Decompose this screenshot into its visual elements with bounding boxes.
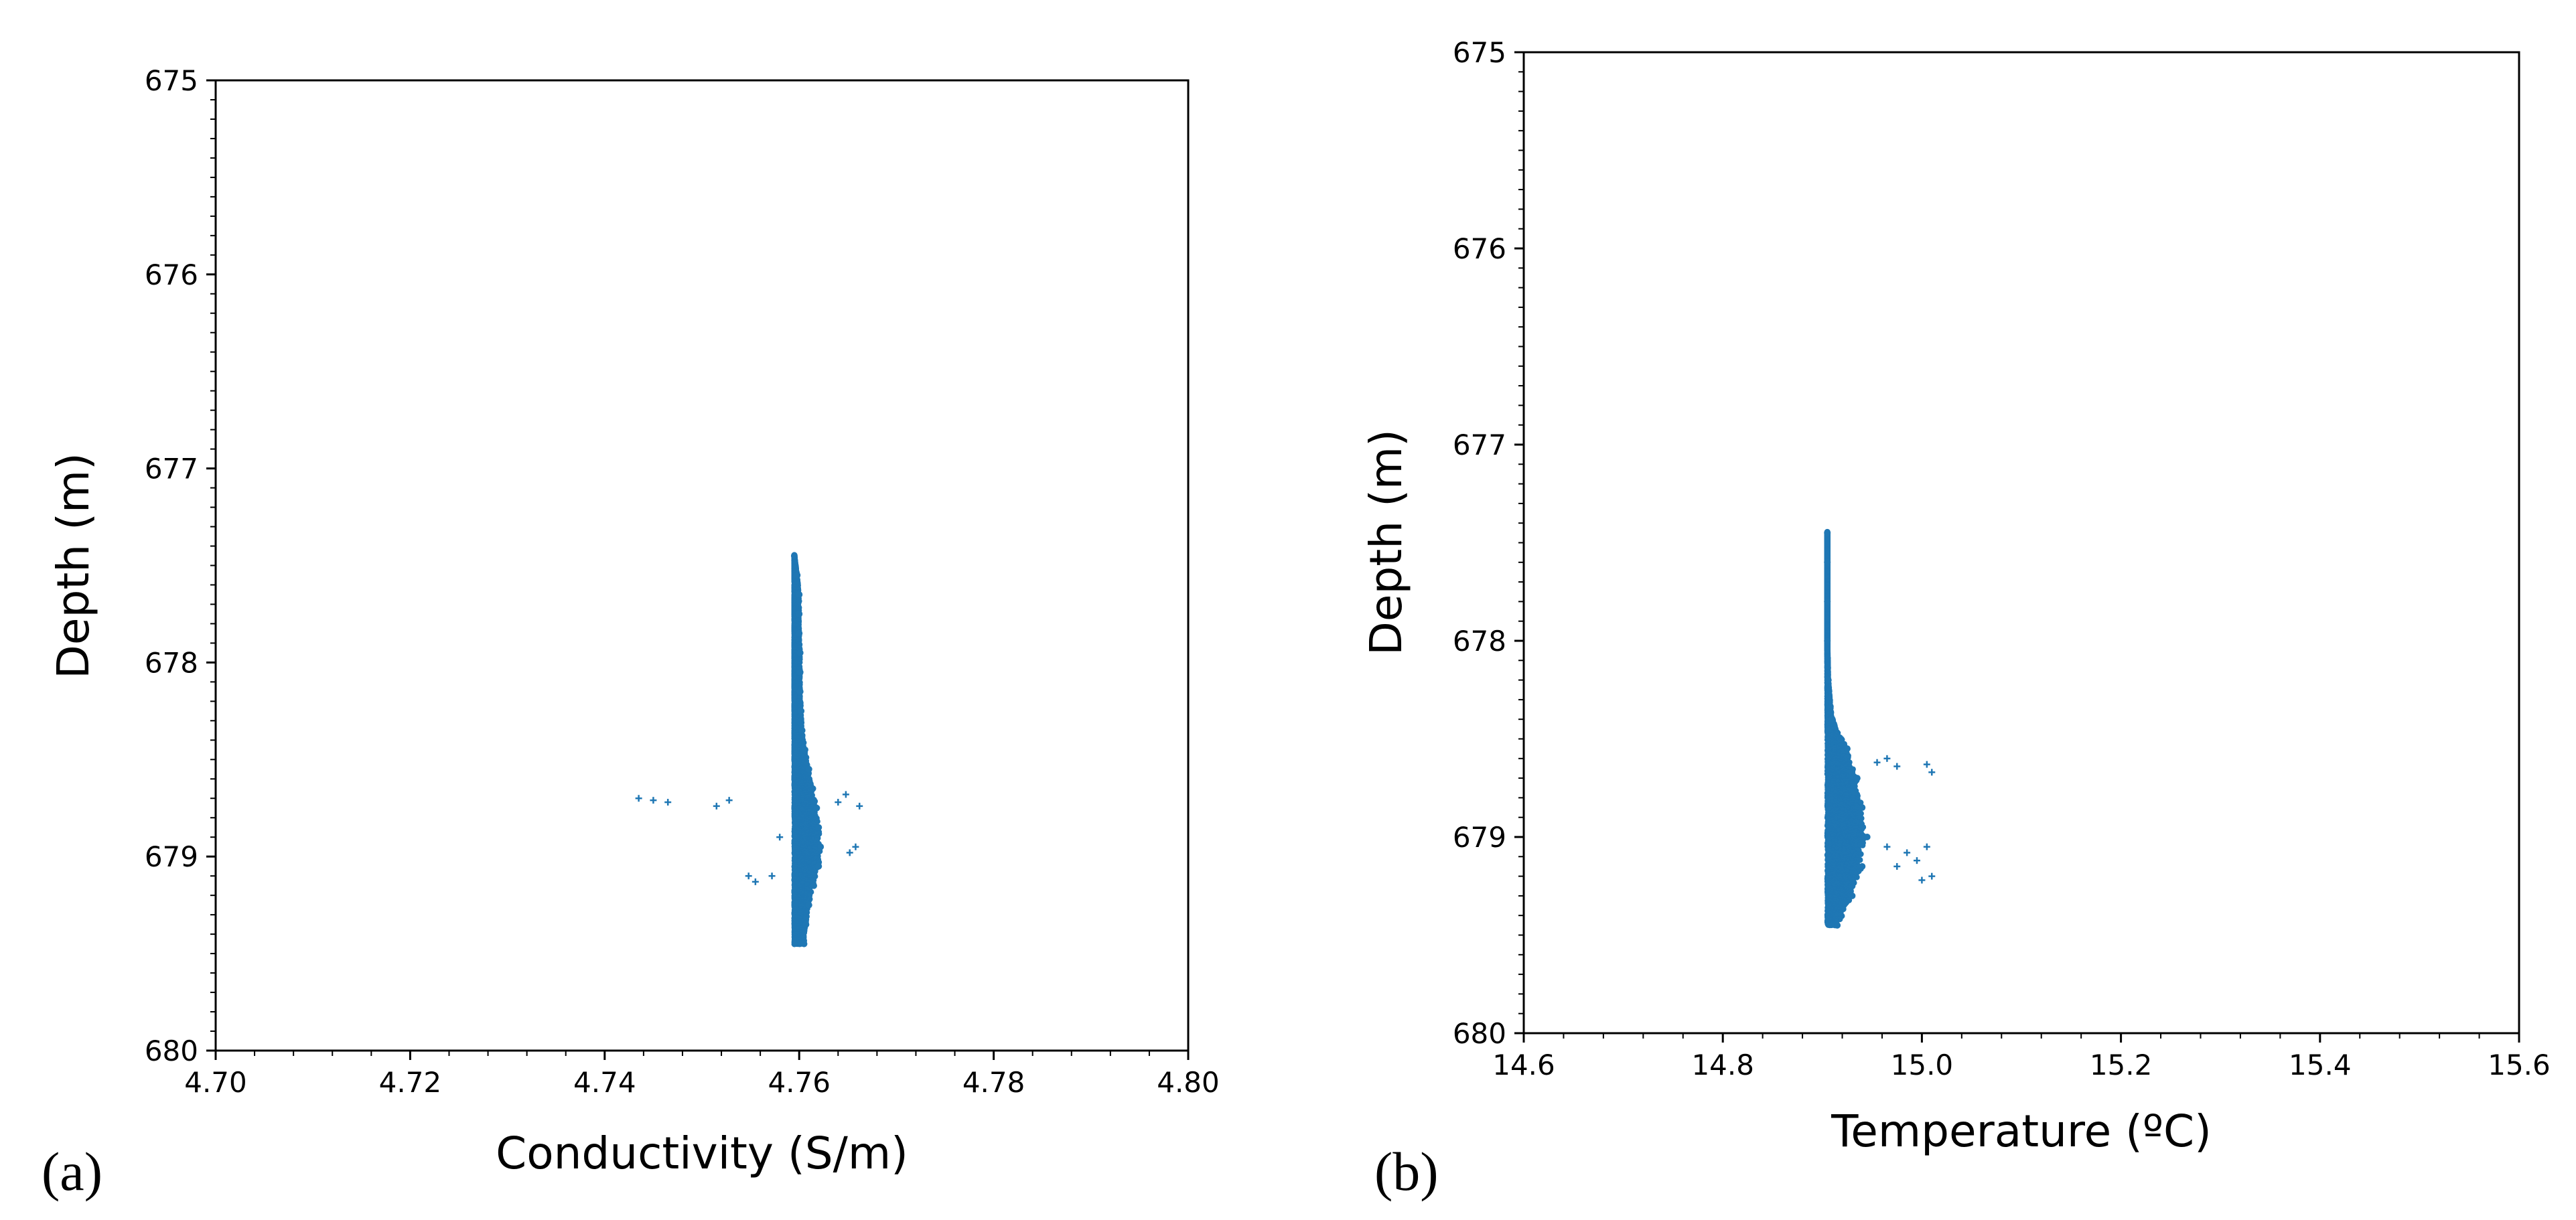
y-tick-label: 676	[145, 258, 198, 291]
x-tick-label: 4.70	[184, 1066, 247, 1099]
scatter-points	[636, 552, 863, 947]
y-tick-label: 679	[145, 840, 198, 873]
y-ticks: 675 676 677 678 679 680	[145, 64, 216, 1067]
x-tick-label: 4.78	[962, 1066, 1025, 1099]
y-tick-label: 678	[145, 646, 198, 679]
plot-area-frame	[216, 80, 1188, 1051]
x-tick-label: 4.80	[1157, 1066, 1220, 1099]
x-ticks: 4.70 4.72 4.74 4.76 4.78 4.80	[184, 1051, 1220, 1099]
y-tick-label: 675	[145, 64, 198, 97]
panel-a-conductivity: 4.70 4.72 4.74 4.76 4.78 4.80 675 676 677 678 679…	[42, 64, 1220, 1202]
y-tick-label: 680	[145, 1035, 198, 1067]
x-tick-label: 4.76	[768, 1066, 831, 1099]
figure: 4.70 4.72 4.74 4.76 4.78 4.80 675 676 677 678 679…	[0, 0, 2576, 1220]
x-tick-label: 4.72	[379, 1066, 442, 1099]
x-tick-label: 4.74	[573, 1066, 636, 1099]
y-tick-label: 677	[145, 453, 198, 485]
